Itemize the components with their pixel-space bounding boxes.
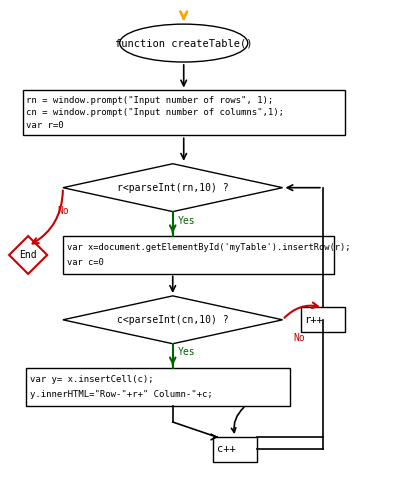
- Bar: [213, 437, 257, 462]
- Text: r<parseInt(rn,10) ?: r<parseInt(rn,10) ?: [117, 182, 228, 192]
- Text: y.innerHTML="Row-"+r+" Column-"+c;: y.innerHTML="Row-"+r+" Column-"+c;: [30, 390, 213, 399]
- Text: Yes: Yes: [178, 346, 196, 356]
- Polygon shape: [63, 164, 283, 212]
- Bar: [23, 90, 345, 136]
- Text: var x=document.getElementById('myTable').insertRow(r);: var x=document.getElementById('myTable')…: [66, 243, 350, 252]
- Text: function createTable(): function createTable(): [115, 38, 252, 48]
- Text: cn = window.prompt("Input number of columns",1);: cn = window.prompt("Input number of colu…: [26, 108, 284, 118]
- Text: var y= x.insertCell(c);: var y= x.insertCell(c);: [30, 375, 154, 384]
- Text: No: No: [294, 332, 305, 342]
- Text: Yes: Yes: [178, 216, 196, 226]
- Text: No: No: [57, 206, 69, 216]
- Text: c++: c++: [217, 444, 235, 454]
- Text: r++: r++: [304, 315, 323, 325]
- Bar: [301, 308, 345, 332]
- Bar: [63, 236, 334, 274]
- Bar: [26, 368, 290, 406]
- Polygon shape: [9, 236, 47, 274]
- Text: var c=0: var c=0: [66, 258, 103, 267]
- Text: c<parseInt(cn,10) ?: c<parseInt(cn,10) ?: [117, 315, 228, 325]
- Text: var r=0: var r=0: [26, 121, 64, 130]
- Text: End: End: [20, 250, 37, 260]
- Text: rn = window.prompt("Input number of rows", 1);: rn = window.prompt("Input number of rows…: [26, 96, 273, 104]
- Polygon shape: [63, 296, 283, 344]
